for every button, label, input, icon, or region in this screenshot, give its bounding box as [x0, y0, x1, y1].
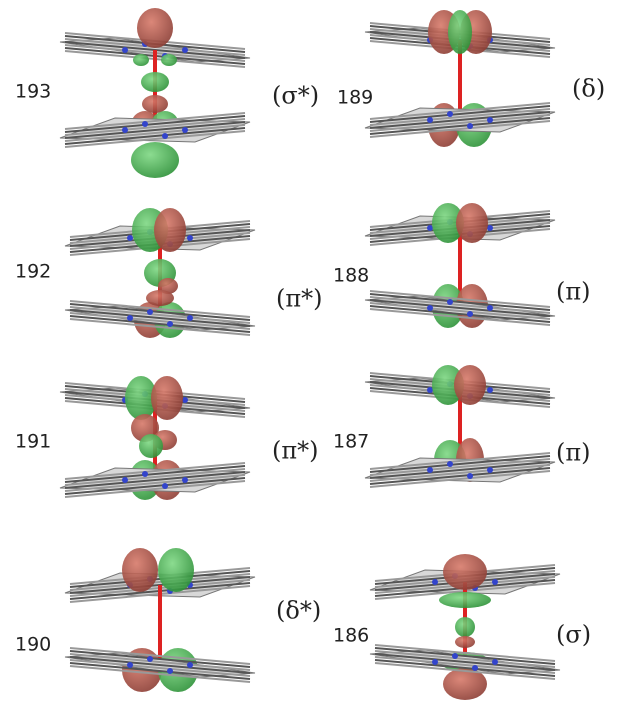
orbital-label: (π) — [556, 278, 591, 306]
orbital-lobe — [158, 548, 194, 592]
orbital-lobe — [151, 376, 183, 420]
nitrogen — [147, 309, 153, 315]
nitrogen — [182, 127, 188, 133]
nitrogen — [492, 659, 498, 665]
orbital-lobe — [122, 548, 158, 592]
orbital-lobe — [455, 617, 475, 637]
orbital-lobe — [142, 95, 168, 113]
nitrogen — [467, 311, 473, 317]
orbital-label: (π*) — [276, 285, 323, 313]
orbital-number: 192 — [15, 261, 51, 283]
orbital-panel: 192 (π*) — [15, 208, 323, 338]
orbital-lobe — [139, 434, 163, 458]
nitrogen — [142, 471, 148, 477]
nitrogen — [467, 123, 473, 129]
orbital-lobe — [456, 203, 488, 243]
nitrogen — [427, 225, 433, 231]
nitrogen — [187, 235, 193, 241]
nitrogen — [122, 477, 128, 483]
nitrogen — [447, 111, 453, 117]
orbital-number: 189 — [337, 87, 373, 109]
orbital-panel: 189 (δ) — [337, 10, 605, 147]
orbital-panel: 193 (σ*) — [15, 8, 319, 178]
nitrogen — [447, 299, 453, 305]
nitrogen — [487, 225, 493, 231]
orbital-lobe — [154, 208, 186, 252]
nitrogen — [427, 387, 433, 393]
orbital-lobe — [455, 636, 475, 648]
nitrogen — [187, 315, 193, 321]
nitrogen — [467, 473, 473, 479]
orbital-number: 191 — [15, 431, 51, 453]
orbital-number: 187 — [333, 431, 369, 453]
orbital-label: (σ) — [556, 621, 591, 649]
orbital-panel: 186 (σ) — [333, 554, 591, 700]
orbital-lobe — [161, 54, 177, 66]
nitrogen — [487, 305, 493, 311]
orbital-label: (σ*) — [272, 82, 319, 110]
nitrogen — [162, 133, 168, 139]
nitrogen — [447, 461, 453, 467]
orbital-label: (δ*) — [276, 597, 321, 625]
nitrogen — [187, 662, 193, 668]
nitrogen — [427, 117, 433, 123]
nitrogen — [487, 387, 493, 393]
nitrogen — [162, 483, 168, 489]
figure: 193 (σ*) 192 (π*) 191 (π*) 190 (δ*) 189 (δ) 188 (π)… — [0, 0, 620, 704]
nitrogen — [122, 127, 128, 133]
orbital-lobe — [141, 72, 169, 92]
nitrogen — [432, 579, 438, 585]
orbital-lobe — [133, 54, 149, 66]
orbital-lobe — [454, 365, 486, 405]
nitrogen — [427, 467, 433, 473]
nitrogen — [182, 47, 188, 53]
nitrogen — [127, 315, 133, 321]
orbital-number: 188 — [333, 265, 369, 287]
nitrogen — [167, 321, 173, 327]
nitrogen — [492, 579, 498, 585]
orbital-lobe — [443, 554, 487, 590]
orbital-lobe — [131, 142, 179, 178]
nitrogen — [147, 656, 153, 662]
nitrogen — [432, 659, 438, 665]
nitrogen — [167, 668, 173, 674]
orbital-panel: 187 (π) — [333, 365, 591, 487]
nitrogen — [427, 305, 433, 311]
nitrogen — [127, 235, 133, 241]
nitrogen — [487, 117, 493, 123]
nitrogen — [142, 121, 148, 127]
orbital-label: (π*) — [272, 437, 319, 465]
orbital-number: 193 — [15, 81, 51, 103]
orbital-number: 186 — [333, 625, 369, 647]
orbital-lobe — [439, 592, 491, 608]
orbital-lobe — [146, 290, 174, 306]
nitrogen — [127, 662, 133, 668]
nitrogen — [452, 653, 458, 659]
orbital-panel: 191 (π*) — [15, 376, 319, 500]
orbital-label: (π) — [556, 439, 591, 467]
orbital-number: 190 — [15, 634, 51, 656]
nitrogen — [182, 477, 188, 483]
orbital-panel: 190 (δ*) — [15, 548, 321, 692]
nitrogen — [472, 665, 478, 671]
orbital-label: (δ) — [572, 75, 605, 103]
nitrogen — [487, 467, 493, 473]
orbital-lobe — [448, 10, 472, 54]
orbital-lobe — [137, 8, 173, 48]
orbital-panel: 188 (π) — [333, 203, 591, 328]
nitrogen — [122, 47, 128, 53]
